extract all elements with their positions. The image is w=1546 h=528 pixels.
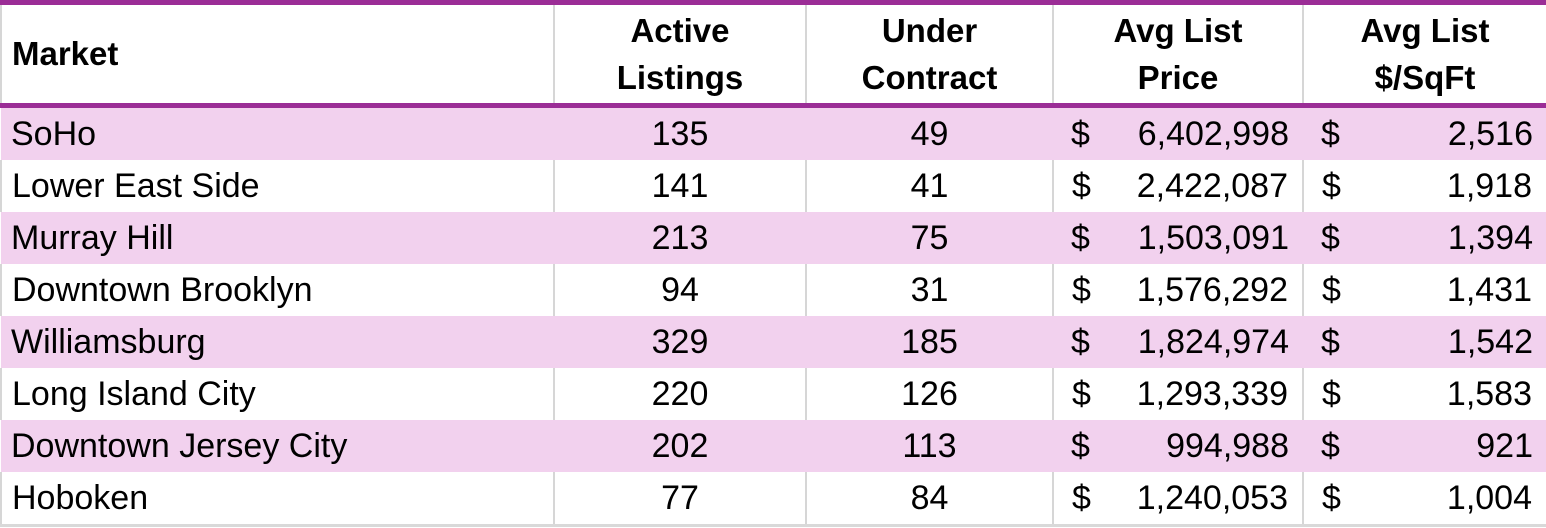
currency-symbol: $: [1322, 270, 1341, 309]
column-header-under-contract: Under Contract: [805, 2, 1053, 108]
active-listings-cell: 94: [553, 264, 806, 316]
market-cell: SoHo: [1, 105, 554, 160]
header-row: Market Active Listings Under Contract Av…: [0, 2, 1546, 108]
table-header: Market Active Listings Under Contract Av…: [0, 2, 1546, 108]
under-contract-cell: 49: [806, 105, 1053, 160]
price-value: 1,576,292: [1136, 270, 1288, 309]
under-contract-cell: 113: [806, 420, 1053, 472]
table-row-hoboken: Hoboken 77 84 $1,240,053 $1,004: [0, 472, 1546, 527]
psf-value: 921: [1476, 426, 1533, 465]
column-header-label-line2: Listings: [616, 59, 744, 96]
currency-symbol: $: [1322, 374, 1341, 413]
price-value: 1,824,974: [1137, 322, 1289, 361]
table-row-soho: SoHo 135 49 $6,402,998 $2,516: [1, 105, 1546, 160]
under-contract-cell: 31: [805, 264, 1053, 316]
price-value: 1,240,053: [1136, 478, 1288, 517]
avg-list-price-cell: $1,824,974: [1053, 316, 1303, 368]
avg-list-psf-cell: $1,394: [1303, 212, 1546, 264]
currency-symbol: $: [1072, 270, 1091, 309]
active-listings-cell: 141: [553, 160, 806, 212]
currency-symbol: $: [1072, 478, 1091, 517]
avg-list-price-cell: $1,503,091: [1053, 212, 1303, 264]
price-value: 1,503,091: [1137, 218, 1289, 257]
avg-list-price-cell: $2,422,087: [1052, 160, 1303, 212]
currency-symbol: $: [1071, 322, 1090, 361]
currency-symbol: $: [1321, 426, 1340, 465]
table-row-williamsburg: Williamsburg 329 185 $1,824,974 $1,542: [1, 316, 1546, 368]
market-cell: Downtown Jersey City: [1, 420, 554, 472]
currency-symbol: $: [1071, 114, 1090, 153]
column-header-label-line2: Contract: [861, 59, 998, 96]
psf-value: 1,583: [1446, 374, 1532, 413]
currency-symbol: $: [1071, 426, 1090, 465]
table-row-downtown-jersey-city: Downtown Jersey City 202 113 $994,988 $9…: [1, 420, 1546, 472]
under-contract-cell: 84: [805, 472, 1053, 527]
market-cell: Lower East Side: [0, 160, 554, 212]
avg-list-price-cell: $1,293,339: [1052, 368, 1303, 420]
column-header-avg-list-psf: Avg List $/SqFt: [1302, 2, 1546, 108]
under-contract-cell: 75: [806, 212, 1053, 264]
avg-list-psf-cell: $1,431: [1302, 264, 1546, 316]
market-cell: Downtown Brooklyn: [0, 264, 554, 316]
market-cell: Williamsburg: [1, 316, 554, 368]
avg-list-psf-cell: $1,004: [1302, 472, 1546, 527]
column-header-label-line2: $/SqFt: [1374, 59, 1476, 96]
psf-value: 2,516: [1447, 114, 1533, 153]
avg-list-price-cell: $1,576,292: [1052, 264, 1303, 316]
psf-value: 1,431: [1446, 270, 1532, 309]
column-header-active-listings: Active Listings: [553, 2, 806, 108]
psf-value: 1,004: [1446, 478, 1532, 517]
active-listings-cell: 202: [554, 420, 806, 472]
active-listings-cell: 135: [554, 105, 806, 160]
active-listings-cell: 77: [553, 472, 806, 527]
price-value: 6,402,998: [1137, 114, 1289, 153]
table-body: SoHo 135 49 $6,402,998 $2,516 Lower East…: [0, 105, 1546, 527]
price-value: 2,422,087: [1136, 166, 1288, 205]
price-value: 1,293,339: [1136, 374, 1288, 413]
table-row-long-island-city: Long Island City 220 126 $1,293,339 $1,5…: [0, 368, 1546, 420]
currency-symbol: $: [1072, 374, 1091, 413]
currency-symbol: $: [1072, 166, 1091, 205]
psf-value: 1,394: [1447, 218, 1533, 257]
column-header-avg-list-price: Avg List Price: [1052, 2, 1303, 108]
avg-list-psf-cell: $921: [1303, 420, 1546, 472]
currency-symbol: $: [1321, 322, 1340, 361]
market-cell: Hoboken: [0, 472, 554, 527]
market-cell: Murray Hill: [1, 212, 554, 264]
psf-value: 1,918: [1446, 166, 1532, 205]
avg-list-psf-cell: $2,516: [1303, 105, 1546, 160]
table-row-murray-hill: Murray Hill 213 75 $1,503,091 $1,394: [1, 212, 1546, 264]
avg-list-price-cell: $1,240,053: [1052, 472, 1303, 527]
market-cell: Long Island City: [0, 368, 554, 420]
avg-list-psf-cell: $1,542: [1303, 316, 1546, 368]
column-header-label-line1: Under: [881, 12, 978, 49]
active-listings-cell: 213: [554, 212, 806, 264]
under-contract-cell: 41: [805, 160, 1053, 212]
psf-value: 1,542: [1447, 322, 1533, 361]
column-header-label-line1: Active: [630, 12, 730, 49]
column-header-market: Market: [0, 2, 554, 108]
column-header-label-line1: Avg List: [1360, 12, 1490, 49]
under-contract-cell: 126: [805, 368, 1053, 420]
active-listings-cell: 220: [553, 368, 806, 420]
currency-symbol: $: [1321, 114, 1340, 153]
under-contract-cell: 185: [806, 316, 1053, 368]
avg-list-price-cell: $994,988: [1053, 420, 1303, 472]
column-header-label-line1: Avg List: [1113, 12, 1243, 49]
column-header-label: Market: [12, 35, 119, 72]
currency-symbol: $: [1321, 218, 1340, 257]
avg-list-psf-cell: $1,583: [1302, 368, 1546, 420]
table-row-lower-east-side: Lower East Side 141 41 $2,422,087 $1,918: [0, 160, 1546, 212]
price-value: 994,988: [1166, 426, 1289, 465]
currency-symbol: $: [1071, 218, 1090, 257]
avg-list-price-cell: $6,402,998: [1053, 105, 1303, 160]
avg-list-psf-cell: $1,918: [1302, 160, 1546, 212]
currency-symbol: $: [1322, 166, 1341, 205]
column-header-label-line2: Price: [1137, 59, 1219, 96]
active-listings-cell: 329: [554, 316, 806, 368]
table-row-downtown-brooklyn: Downtown Brooklyn 94 31 $1,576,292 $1,43…: [0, 264, 1546, 316]
currency-symbol: $: [1322, 478, 1341, 517]
